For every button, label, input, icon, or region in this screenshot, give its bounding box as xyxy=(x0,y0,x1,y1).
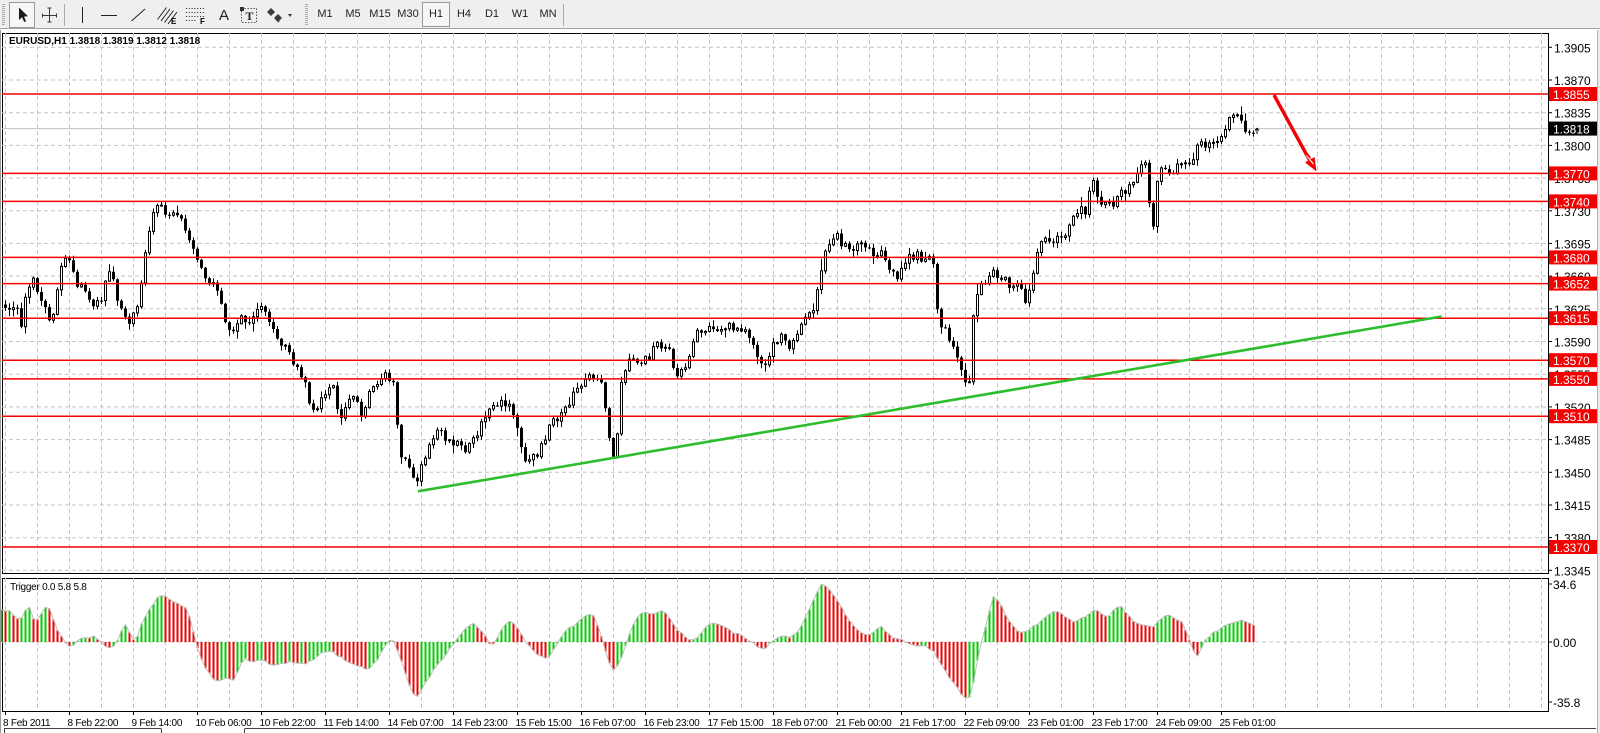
svg-text:1.3615: 1.3615 xyxy=(1553,312,1590,326)
svg-text:8 Feb 22:00: 8 Feb 22:00 xyxy=(68,718,119,729)
svg-text:1.3485: 1.3485 xyxy=(1554,434,1591,448)
svg-text:23 Feb 01:00: 23 Feb 01:00 xyxy=(1028,718,1085,729)
svg-text:34.6: 34.6 xyxy=(1553,578,1577,592)
svg-text:24 Feb 09:00: 24 Feb 09:00 xyxy=(1156,718,1213,729)
svg-text:1.3695: 1.3695 xyxy=(1554,237,1591,251)
svg-text:0.00: 0.00 xyxy=(1553,636,1577,650)
svg-text:Trigger 0.0 5.8 5.8: Trigger 0.0 5.8 5.8 xyxy=(10,582,87,593)
svg-text:1.3740: 1.3740 xyxy=(1553,195,1590,209)
svg-text:1.3510: 1.3510 xyxy=(1553,410,1590,424)
svg-text:-35.8: -35.8 xyxy=(1553,696,1581,710)
svg-text:1.3550: 1.3550 xyxy=(1553,373,1590,387)
svg-text:1.3345: 1.3345 xyxy=(1554,564,1591,578)
svg-text:22 Feb 09:00: 22 Feb 09:00 xyxy=(964,718,1021,729)
svg-text:8 Feb 2011: 8 Feb 2011 xyxy=(3,718,51,729)
svg-text:14 Feb 23:00: 14 Feb 23:00 xyxy=(452,718,509,729)
svg-text:1.3570: 1.3570 xyxy=(1553,354,1590,368)
svg-text:10 Feb 06:00: 10 Feb 06:00 xyxy=(196,718,253,729)
svg-text:T: T xyxy=(246,9,254,23)
svg-text:11 Feb 14:00: 11 Feb 14:00 xyxy=(324,718,380,729)
svg-text:16 Feb 07:00: 16 Feb 07:00 xyxy=(580,718,637,729)
svg-text:A: A xyxy=(219,7,229,24)
svg-text:1.3905: 1.3905 xyxy=(1554,41,1591,55)
svg-text:10 Feb 22:00: 10 Feb 22:00 xyxy=(260,718,317,729)
svg-text:14 Feb 07:00: 14 Feb 07:00 xyxy=(388,718,445,729)
svg-text:15 Feb 15:00: 15 Feb 15:00 xyxy=(516,718,573,729)
svg-text:1.3818: 1.3818 xyxy=(1553,123,1590,137)
svg-text:1.3770: 1.3770 xyxy=(1553,167,1590,181)
svg-text:1.3370: 1.3370 xyxy=(1553,541,1590,555)
svg-text:1.3855: 1.3855 xyxy=(1553,88,1590,102)
svg-text:21 Feb 17:00: 21 Feb 17:00 xyxy=(900,718,957,729)
svg-text:9 Feb 14:00: 9 Feb 14:00 xyxy=(132,718,183,729)
svg-text:1.3800: 1.3800 xyxy=(1554,139,1591,153)
svg-text:F: F xyxy=(200,17,205,26)
svg-text:16 Feb 23:00: 16 Feb 23:00 xyxy=(644,718,701,729)
svg-text:EURUSD,H1 1.3818 1.3819 1.381: EURUSD,H1 1.3818 1.3819 1.3812 1.3818 xyxy=(9,36,201,47)
svg-text:1.3415: 1.3415 xyxy=(1554,499,1591,513)
svg-text:23 Feb 17:00: 23 Feb 17:00 xyxy=(1092,718,1149,729)
svg-text:1.3450: 1.3450 xyxy=(1554,466,1591,480)
svg-text:21 Feb 00:00: 21 Feb 00:00 xyxy=(836,718,893,729)
svg-text:1.3590: 1.3590 xyxy=(1554,336,1591,350)
svg-text:1.3652: 1.3652 xyxy=(1553,278,1590,292)
svg-text:E: E xyxy=(171,17,177,26)
svg-text:25 Feb 01:00: 25 Feb 01:00 xyxy=(1220,718,1277,729)
svg-text:1.3680: 1.3680 xyxy=(1553,251,1590,265)
svg-text:17 Feb 15:00: 17 Feb 15:00 xyxy=(708,718,765,729)
svg-text:1.3835: 1.3835 xyxy=(1554,107,1591,121)
svg-text:18 Feb 07:00: 18 Feb 07:00 xyxy=(772,718,829,729)
svg-text:1.3870: 1.3870 xyxy=(1554,74,1591,88)
